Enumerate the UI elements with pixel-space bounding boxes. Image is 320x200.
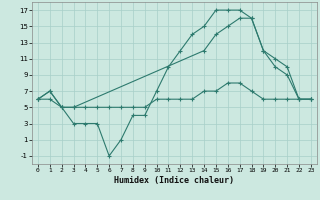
X-axis label: Humidex (Indice chaleur): Humidex (Indice chaleur) [115, 176, 234, 185]
